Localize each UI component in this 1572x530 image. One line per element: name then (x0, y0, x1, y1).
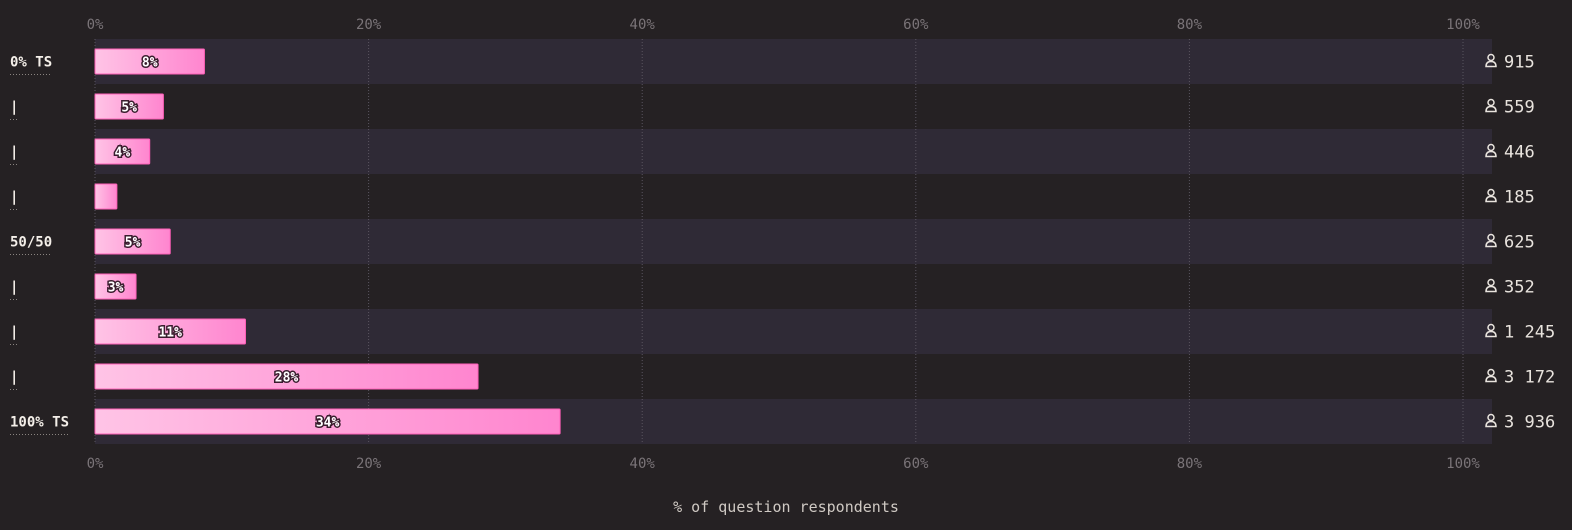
x-tick-label: 100% (1446, 17, 1480, 33)
bar[interactable] (94, 48, 205, 75)
respondent-count: 185 (1504, 188, 1535, 208)
row-band (95, 309, 1492, 354)
bar[interactable] (94, 93, 164, 120)
respondent-count: 559 (1504, 98, 1535, 118)
respondent-count: 915 (1504, 53, 1535, 73)
category-label: | (10, 325, 18, 341)
bar[interactable] (94, 138, 151, 165)
bar[interactable] (94, 273, 137, 300)
bar[interactable] (94, 363, 479, 390)
person-icon (1485, 278, 1497, 293)
respondent-count: 352 (1504, 278, 1535, 298)
row-band (95, 129, 1492, 174)
x-axis-label: % of question respondents (673, 498, 899, 516)
person-icon (1485, 98, 1497, 113)
data-label: 28% (275, 371, 299, 386)
x-tick-label: 80% (1177, 17, 1203, 33)
x-tick-label: 0% (87, 456, 104, 472)
data-label: 5% (121, 101, 137, 116)
category-label: | (10, 280, 18, 296)
x-tick-label: 0% (87, 17, 104, 33)
respondent-count: 3 172 (1504, 368, 1555, 388)
person-icon (1485, 143, 1497, 158)
x-tick-label: 20% (356, 17, 382, 33)
category-label: 50/50 (10, 235, 52, 251)
x-tick-label: 60% (903, 17, 929, 33)
category-label: | (10, 370, 18, 386)
category-label: 100% TS (10, 415, 69, 431)
person-icon (1485, 413, 1497, 428)
x-tick-label: 40% (630, 17, 656, 33)
respondent-count: 625 (1504, 233, 1535, 253)
row-band (95, 219, 1492, 264)
person-icon (1485, 188, 1497, 203)
respondent-count: 3 936 (1504, 413, 1555, 433)
row-band (95, 39, 1492, 84)
x-tick-label: 60% (903, 456, 929, 472)
person-icon (1485, 233, 1497, 248)
x-tick-label: 80% (1177, 456, 1203, 472)
data-label: 5% (125, 236, 141, 251)
bar[interactable] (94, 318, 246, 345)
bar[interactable] (94, 228, 171, 255)
data-label: 4% (115, 146, 131, 161)
person-icon (1485, 368, 1497, 383)
data-label: 11% (158, 326, 182, 341)
x-tick-label: 40% (630, 456, 656, 472)
x-tick-label: 100% (1446, 456, 1480, 472)
data-label: 34% (316, 416, 340, 431)
x-tick-label: 20% (356, 456, 382, 472)
person-icon (1485, 323, 1497, 338)
category-label: | (10, 190, 18, 206)
data-label: 8% (142, 56, 158, 71)
category-label: | (10, 100, 18, 116)
bar[interactable] (94, 408, 561, 435)
category-label: 0% TS (10, 55, 52, 71)
person-icon (1485, 53, 1497, 68)
respondent-count: 446 (1504, 143, 1535, 163)
bar[interactable] (94, 183, 118, 210)
category-label: | (10, 145, 18, 161)
respondent-count: 1 245 (1504, 323, 1555, 343)
data-label: 3% (108, 281, 124, 296)
